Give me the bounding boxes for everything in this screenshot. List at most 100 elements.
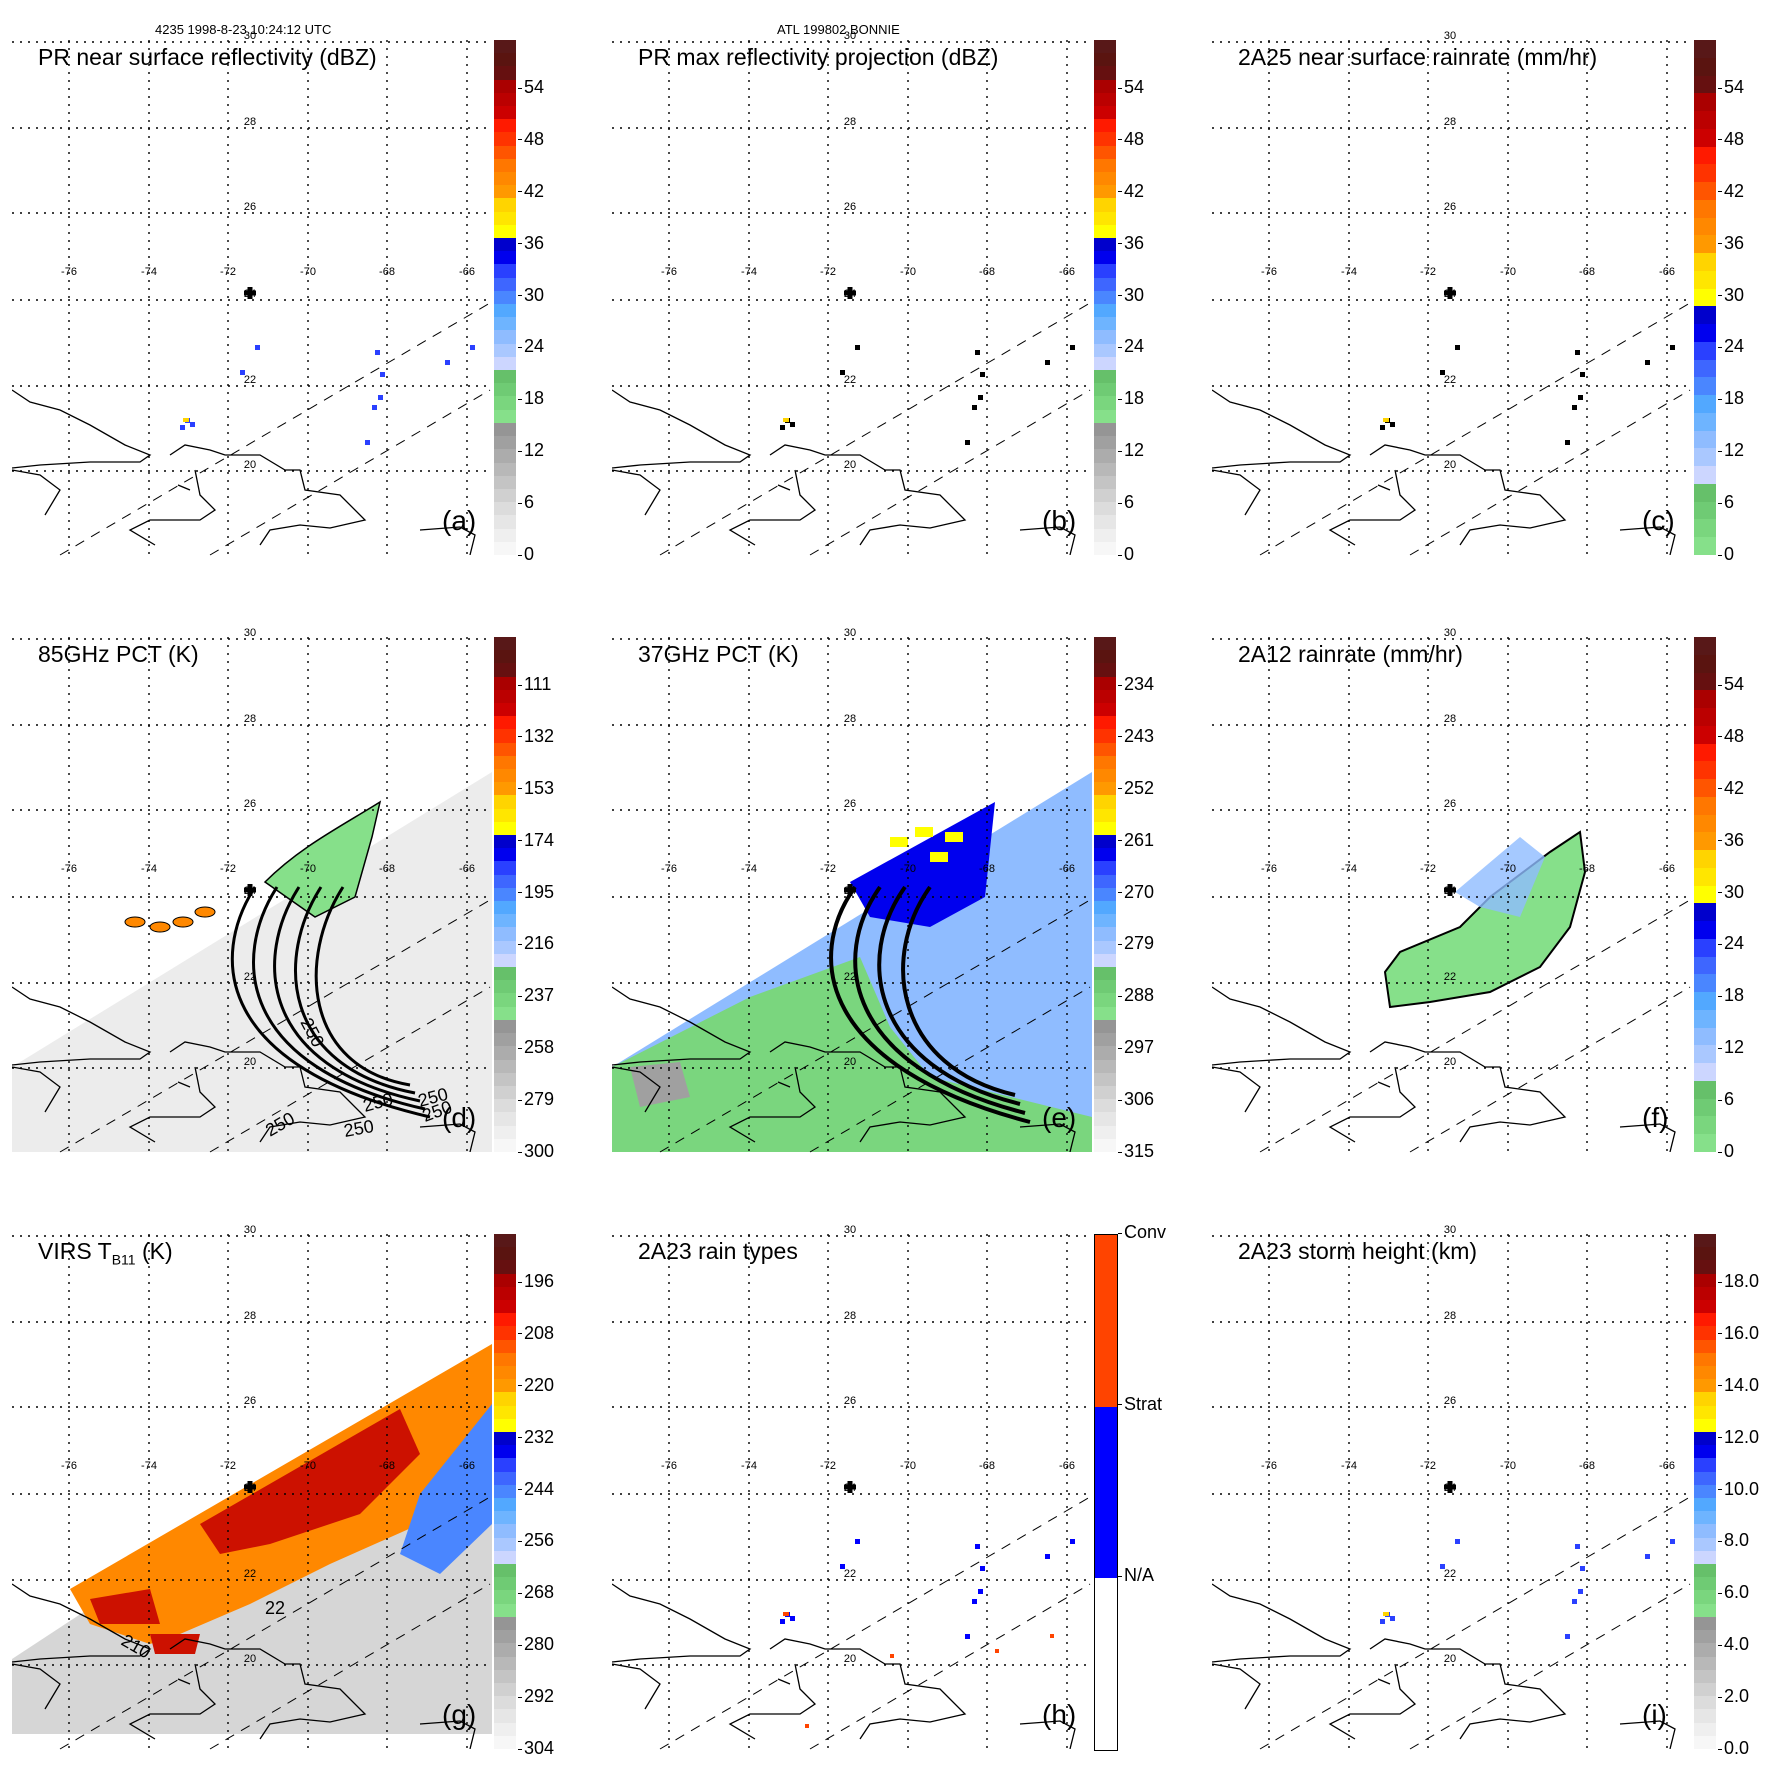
colorbar-segment [494,40,516,54]
colorbar-segment [494,356,516,371]
colorbar-segment [1694,537,1716,555]
colorbar-segment [1694,832,1716,850]
coastline [419,526,476,555]
coastline [612,389,752,469]
colorbar-segment [494,1445,516,1459]
lon-label: -70 [900,1460,916,1472]
colorbar-tick-label: 4.0 [1717,1634,1750,1655]
colorbar-tick-label: 36 [1717,232,1745,253]
colorbar-tick-label: 0 [1717,1141,1735,1161]
colorbar-tick-label: N/A [1117,1565,1155,1586]
colorbar-tick-label: 6 [1117,492,1135,513]
lon-label: -76 [661,266,677,278]
pct37-scattering-cell [915,827,933,837]
lon-label: -74 [141,266,157,278]
contour-label: 22 [265,1598,285,1618]
lon-label: -74 [141,863,157,875]
colorbar-segment [1694,637,1716,655]
coastline [169,444,367,546]
panel-i: -76-74-72-70-68-663028262422202A23 storm… [1200,1194,1771,1784]
colorbar-segment [1694,1656,1716,1670]
swath-edge-right [809,986,1091,1153]
colorbar-segment [494,145,516,159]
colorbar-segment [494,1498,516,1512]
colorbar-tick-label: 18 [1117,388,1145,409]
colorbar-tick-label: Strat [1117,1393,1163,1414]
coastline [1369,1041,1567,1143]
precip-pixel [1440,1564,1445,1569]
colorbar-segment [1694,1286,1716,1301]
colorbar-segment [494,953,516,968]
colorbar-segment [1694,501,1716,520]
colorbar-tick-label: 304 [517,1738,555,1758]
map-e: -76-74-72-70-68-66302826242220 [612,627,1092,1153]
lon-label: -72 [220,266,236,278]
coastline [177,1081,191,1088]
colorbar-tick-label: 24 [1717,336,1745,357]
storm-center-cross-icon [244,1481,256,1493]
colorbar-segment [1094,1099,1116,1113]
colorbar-segment [1094,1085,1116,1100]
colorbar-segment [1094,343,1116,357]
panel-d: -76-74-72-70-68-663028262422202502502502… [0,597,590,1187]
colorbar-segment [1095,1406,1117,1579]
colorbar-segment [1094,887,1116,902]
coastline [1369,444,1567,546]
coastline [1212,469,1261,516]
colorbar-segment [494,808,516,822]
colorbar-segment [494,861,516,875]
colorbar-segment [494,106,516,120]
pct-contour-250 [252,886,426,1111]
colorbar-segment [1095,1235,1117,1407]
colorbar-tick-label: 48 [517,128,545,149]
colorbar-tick-label: 18 [1717,985,1745,1006]
lon-label: -76 [661,1460,677,1472]
colorbar-tick-label: 48 [1117,128,1145,149]
colorbar-tick-label: 6.0 [1717,1582,1750,1603]
lon-label: -68 [979,1460,995,1472]
colorbar-segment [494,980,516,994]
colorbar-segment [494,422,516,437]
swath-edge-right [209,1583,491,1750]
colorbar-segment [1694,1630,1716,1644]
colorbar-segment [1694,779,1716,797]
colorbar-tick-label: 0.0 [1717,1738,1750,1758]
map-d: -76-74-72-70-68-663028262422202502502502… [12,627,492,1153]
precip-pixel [840,370,845,375]
colorbar-segment [494,436,516,450]
lon-label: -68 [979,266,995,278]
colorbar-segment [494,1260,516,1274]
colorbar-segment [1094,290,1116,305]
colorbar-segment [494,742,516,756]
lon-label: -76 [1261,266,1277,278]
colorbar-segment [1694,1432,1716,1446]
panel-a: -76 -74 -72 -70 -68 -66 30 28 26 24 22 20 PR near su… [0,0,590,590]
colorbar-segment [1094,993,1116,1007]
map-h: -76-74-72-70-68-66302826242220 [612,1224,1092,1750]
colorbar-segment [494,1405,516,1419]
colorbar-segment [494,1630,516,1644]
coastline [769,1041,967,1143]
pct37-gray-patch [630,1062,690,1107]
colorbar-tick-label: 12 [1717,440,1745,461]
colorbar-segment [494,370,516,384]
colorbar-segment [1694,1063,1716,1081]
colorbar-segment [1094,808,1116,822]
colorbar-segment [494,409,516,423]
colorbar-tick-label: 42 [1117,180,1145,201]
colorbar-segment [494,1735,516,1749]
colorbar-segment [1694,1722,1716,1736]
storm-center-cross-icon [1444,287,1456,299]
lat-label: 22 [844,971,856,983]
colorbar-segment [1094,40,1116,54]
colorbar-segment [494,330,516,344]
colorbar-segment [494,238,516,252]
precip-pixel [1455,1539,1460,1544]
colorbar-segment [1094,901,1116,915]
colorbar-segment [1694,519,1716,537]
storm-name-header: ATL 199802 BONNIE [777,22,900,37]
coastline [777,484,791,491]
colorbar-segment [1694,1405,1716,1419]
lon-label: -66 [1659,266,1675,278]
colorbar-c [1694,40,1716,555]
